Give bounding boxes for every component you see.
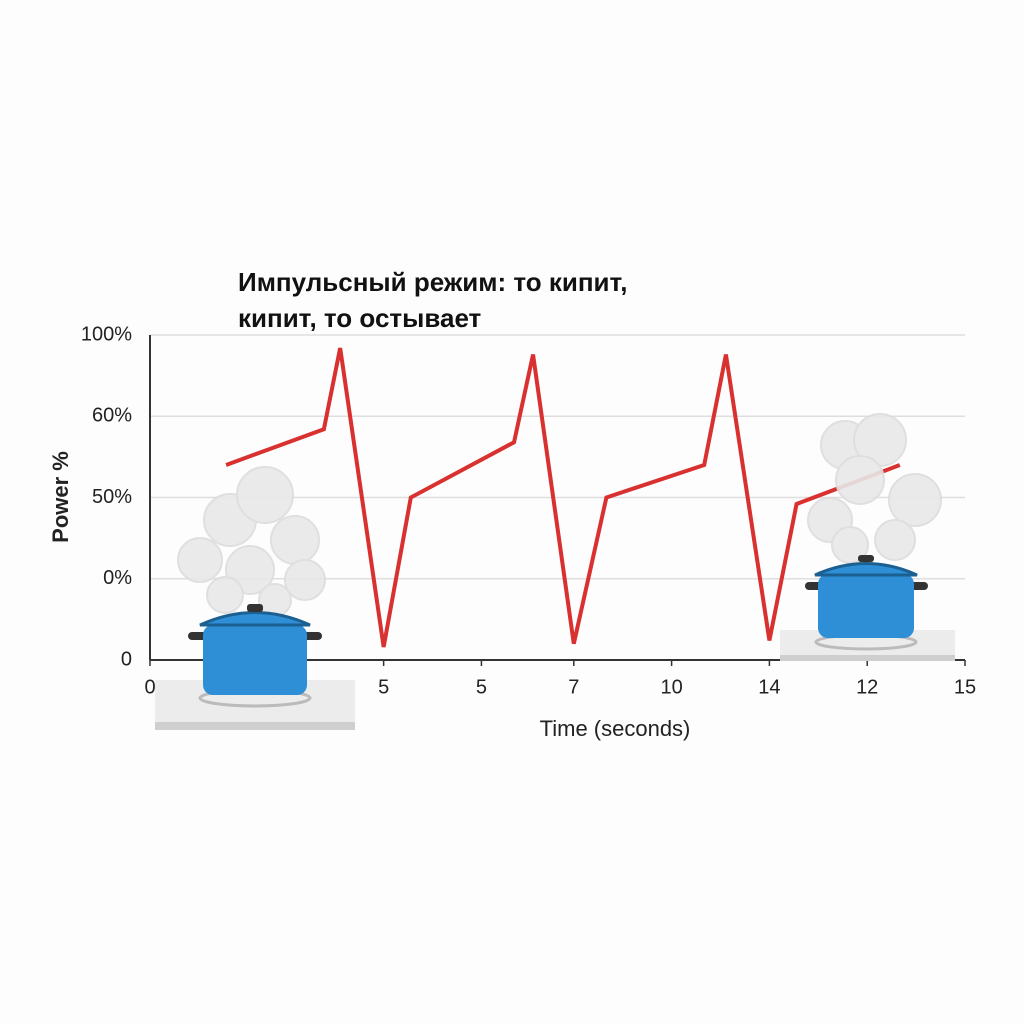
x-tick-label: 5 bbox=[476, 676, 487, 698]
x-tick-label: 0 bbox=[144, 676, 155, 698]
x-tick-label: 14 bbox=[758, 676, 780, 698]
data-line bbox=[225, 347, 901, 648]
x-tick-label: 12 bbox=[856, 676, 878, 698]
y-axis-label: Power % bbox=[48, 451, 73, 543]
y-tick-label: 0% bbox=[103, 567, 132, 589]
plot-area: 0 0% 50% 60% 100% 0 5 5 7 10 14 12 15 bbox=[81, 323, 976, 698]
illustration bbox=[155, 413, 955, 730]
x-tick-label: 5 bbox=[378, 676, 389, 698]
y-tick-label: 100% bbox=[81, 323, 132, 345]
y-tick-label: 50% bbox=[92, 486, 132, 508]
y-tick-label: 60% bbox=[92, 405, 132, 427]
x-tick-label: 15 bbox=[954, 676, 976, 698]
x-tick-label: 7 bbox=[568, 676, 579, 698]
chart-title: кипит, то остывает bbox=[238, 303, 482, 333]
x-axis-label: Time (seconds) bbox=[540, 716, 691, 741]
y-tick-label: 0 bbox=[121, 648, 132, 670]
chart-title: Импульсный режим: то кипит, bbox=[238, 267, 628, 297]
x-tick-label: 10 bbox=[660, 676, 682, 698]
